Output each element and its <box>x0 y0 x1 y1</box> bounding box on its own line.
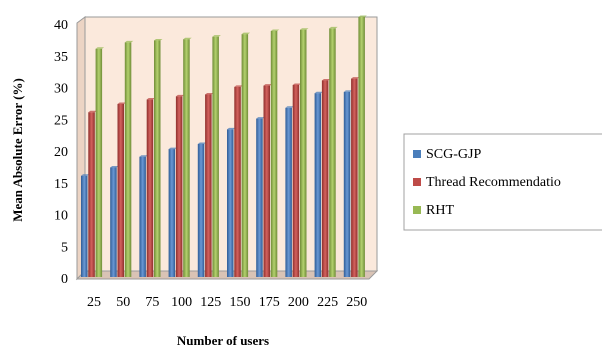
x-axis-ticks: 25 50 75 100 125 150 175 200 225 250 <box>87 295 367 310</box>
x-tick-label: 200 <box>288 295 309 310</box>
y-tick-label: 30 <box>54 82 68 97</box>
x-tick-label: 175 <box>259 295 280 310</box>
y-tick-label: 0 <box>61 272 68 287</box>
y-tick-label: 10 <box>54 209 68 224</box>
x-axis-label: Number of users <box>177 333 269 347</box>
x-tick-label: 225 <box>317 295 338 310</box>
y-tick-label: 40 <box>54 18 68 33</box>
legend-label-1: Thread Recommendatio <box>426 175 561 190</box>
x-tick-label: 75 <box>145 295 159 310</box>
y-axis-ticks: 0 5 10 15 20 25 30 35 40 <box>54 18 68 287</box>
legend-label-2: RHT <box>426 203 454 218</box>
y-tick-label: 35 <box>54 50 68 65</box>
x-tick-label: 25 <box>87 295 101 310</box>
x-tick-label: 150 <box>230 295 251 310</box>
x-tick-label: 50 <box>116 295 130 310</box>
legend-swatch-0 <box>413 150 421 158</box>
y-tick-label: 5 <box>61 240 68 255</box>
x-tick-label: 125 <box>200 295 221 310</box>
x-tick-label: 100 <box>171 295 192 310</box>
x-tick-label: 250 <box>346 295 367 310</box>
legend-swatch-2 <box>413 206 421 214</box>
legend-swatch-1 <box>413 178 421 186</box>
y-tick-label: 25 <box>54 113 68 128</box>
y-axis-label: Mean Absolute Error (%) <box>10 78 25 222</box>
y-tick-label: 15 <box>54 177 68 192</box>
y-tick-label: 20 <box>54 145 68 160</box>
legend-label-0: SCG-GJP <box>426 147 481 162</box>
